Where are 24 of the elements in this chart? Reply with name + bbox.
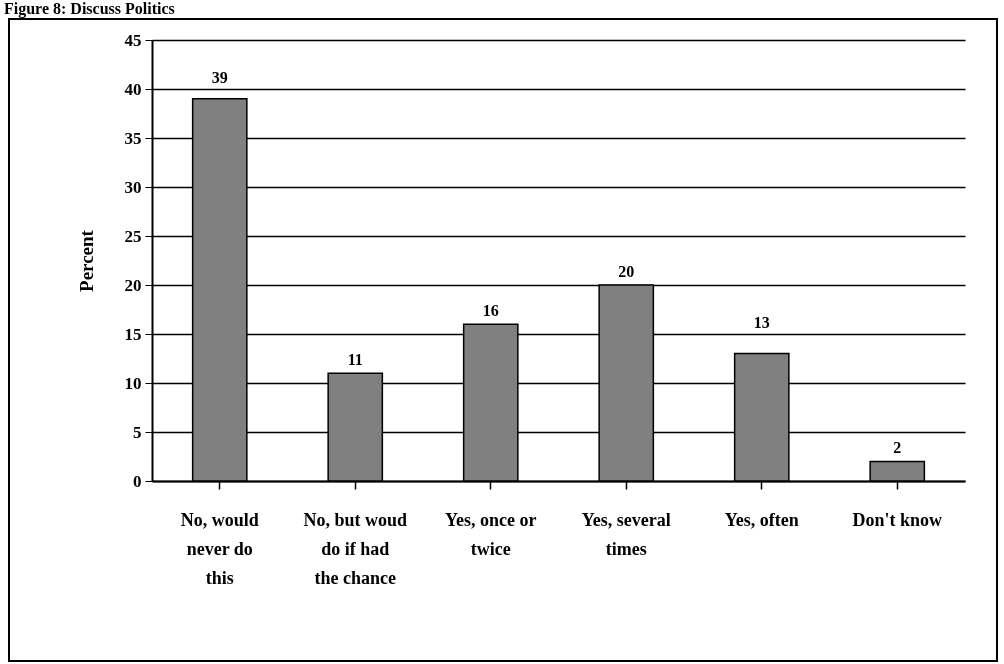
y-tick-label: 0 [133, 471, 142, 491]
data-label: 13 [753, 314, 770, 331]
y-tick-label: 15 [124, 324, 142, 344]
data-label: 39 [211, 69, 228, 86]
y-tick-label: 5 [133, 422, 142, 442]
chart-title: Figure 8: Discuss Politics [4, 0, 175, 18]
y-tick-label: 30 [124, 177, 142, 197]
y-tick-label: 45 [124, 30, 142, 50]
y-axis-title: Percent [75, 229, 97, 292]
x-tick-label: Yes, several times [581, 509, 671, 559]
data-label: 2 [893, 439, 902, 457]
x-tick-label: Don't know [852, 509, 943, 530]
x-tick-label: No, would never do this [180, 509, 259, 588]
y-tick-label: 20 [124, 275, 142, 295]
y-tick-label: 10 [124, 373, 142, 393]
x-tick-label: No, but woud do if had the chance [303, 509, 408, 588]
data-label: 16 [482, 302, 499, 320]
y-tick-label: 25 [124, 226, 142, 246]
x-tick-label: Yes, once or twice [445, 509, 537, 559]
data-label: 20 [618, 263, 635, 280]
y-tick-label: 40 [124, 79, 142, 99]
x-tick-label: Yes, often [724, 509, 799, 530]
y-tick-label: 35 [124, 128, 142, 148]
data-label: 11 [347, 351, 363, 369]
